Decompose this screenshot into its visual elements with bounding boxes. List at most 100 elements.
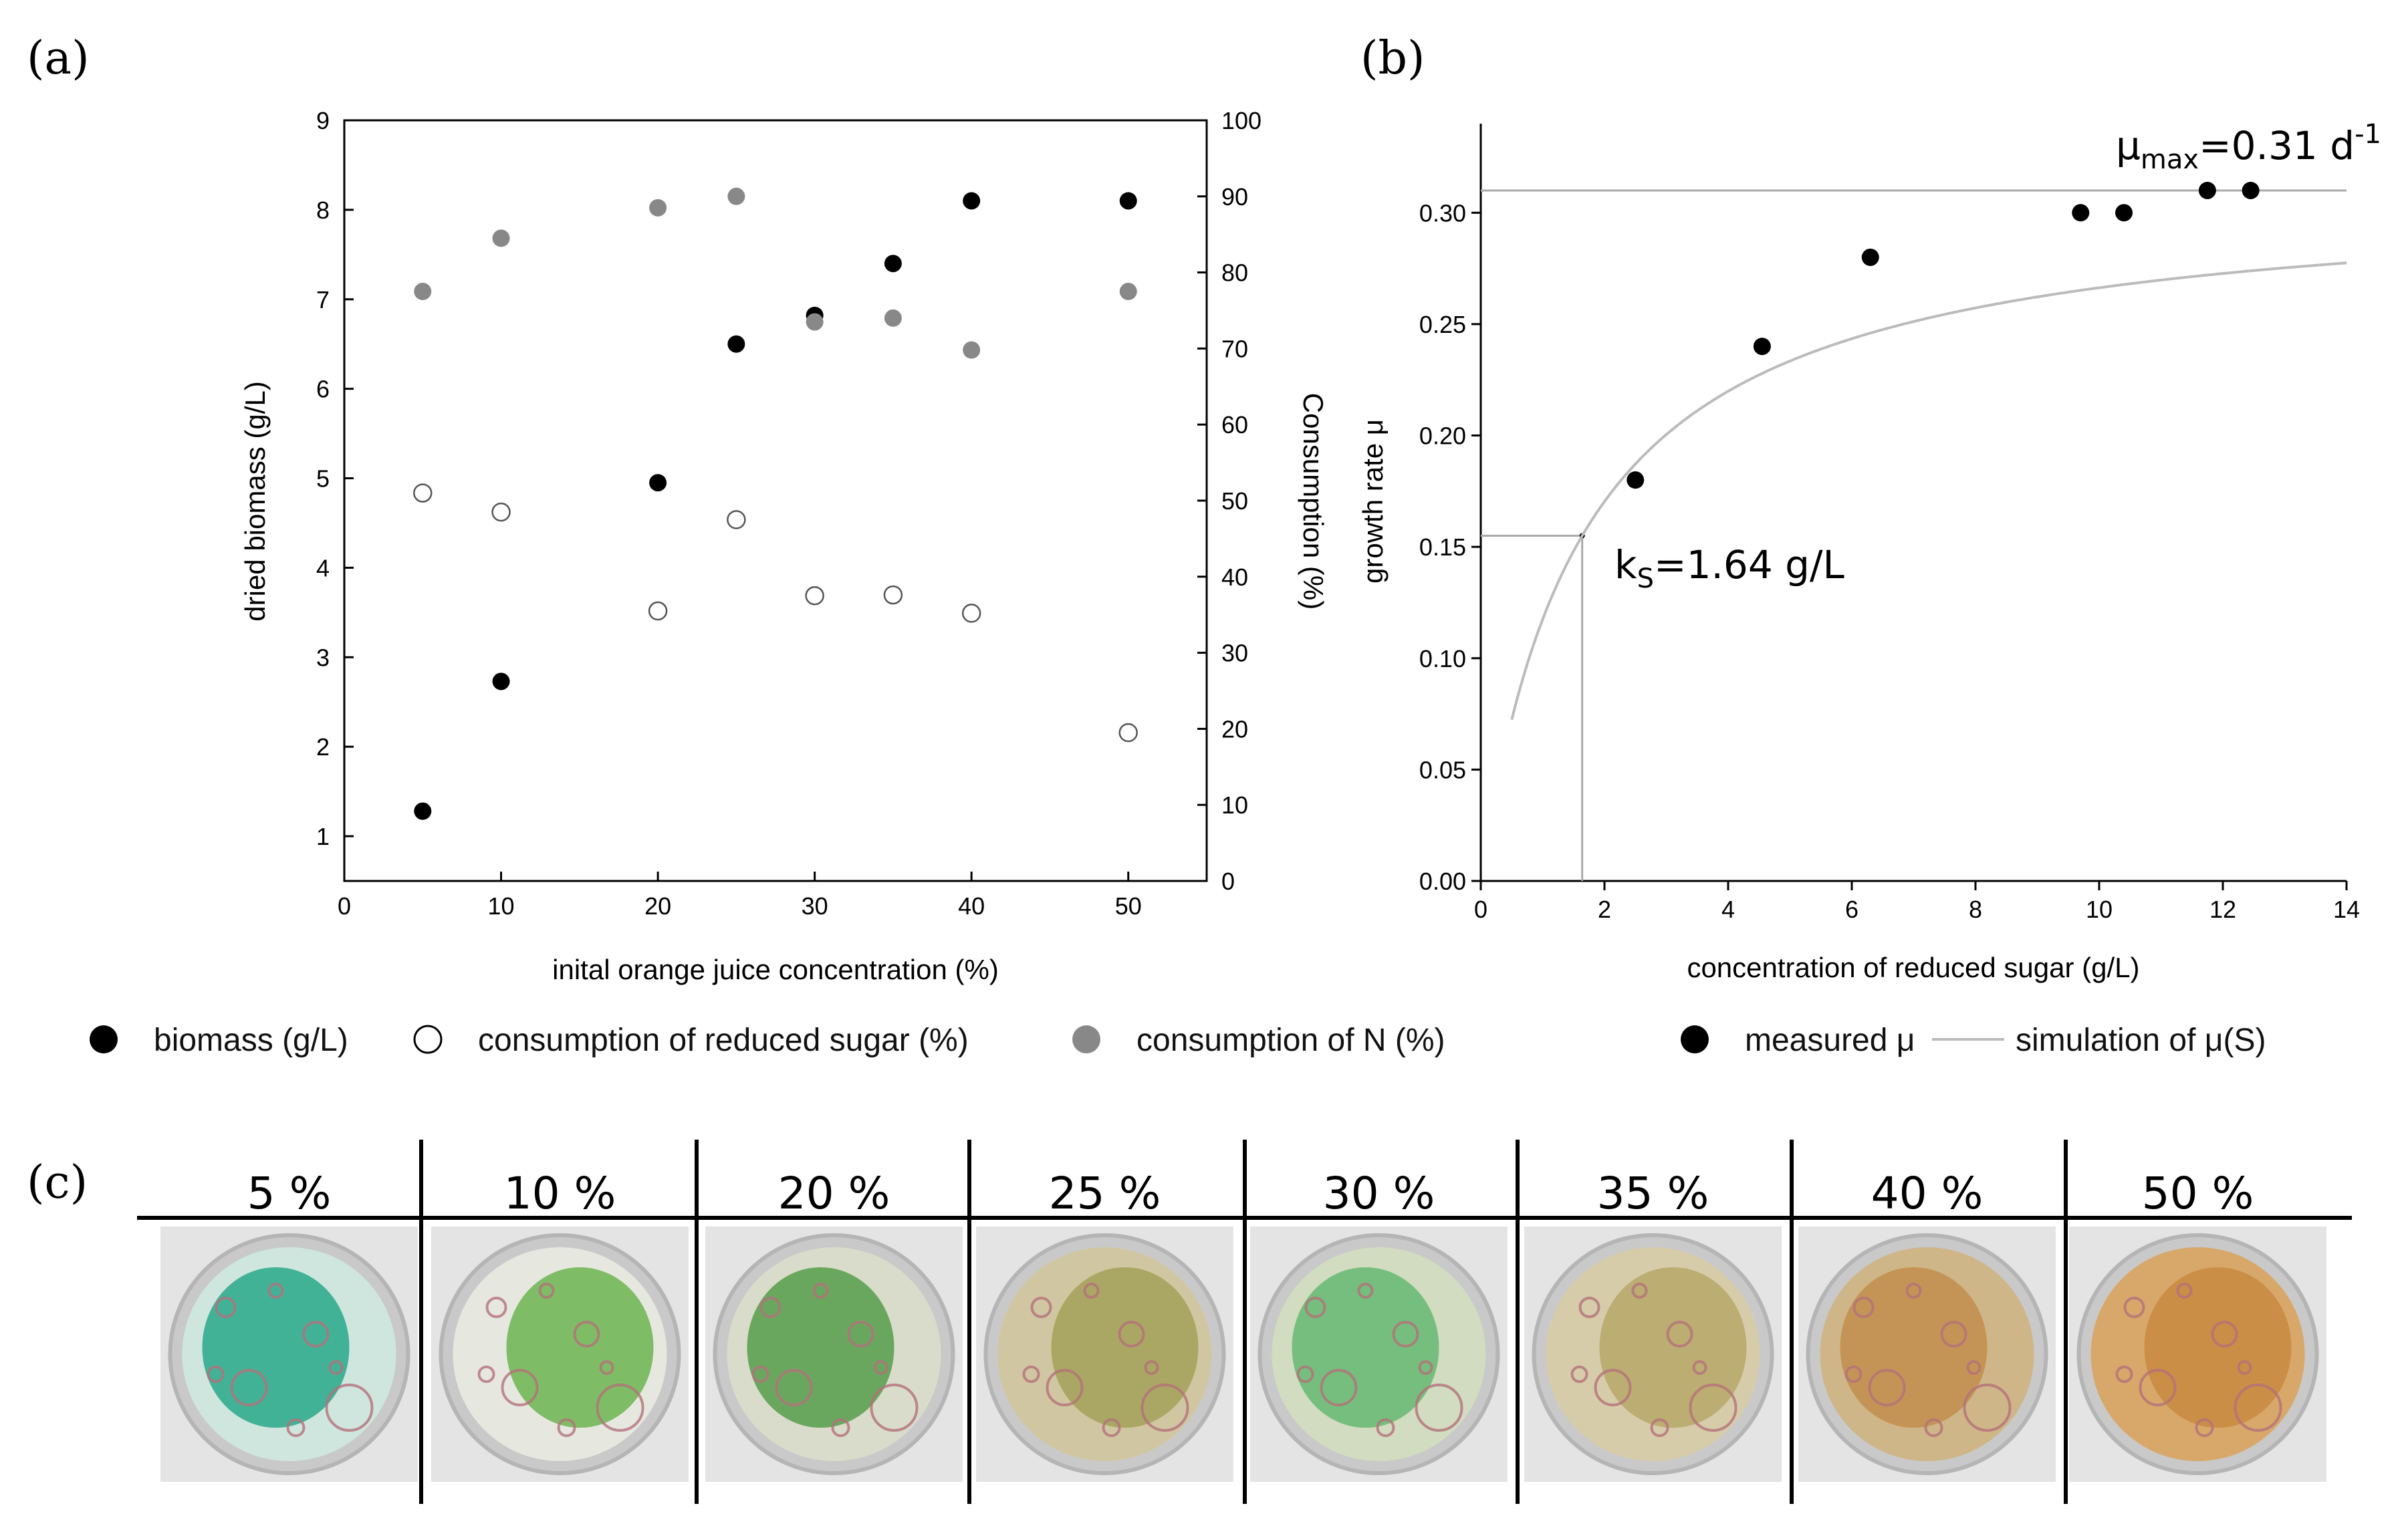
chart-a-y2-tick-label: 60 [1221, 411, 1248, 438]
ks-prefix: k [1614, 542, 1637, 588]
chart-a-reduced-sugar-point [648, 601, 668, 621]
well-bubble [557, 1418, 576, 1437]
well-culture-patch [1599, 1267, 1747, 1428]
well-label: 20 % [778, 1168, 890, 1219]
well-culture-patch [506, 1267, 654, 1428]
chart-a-reduced-sugar-point [1118, 723, 1138, 743]
chart-a-y2-tick-label: 0 [1221, 868, 1235, 895]
well-bubble [501, 1369, 539, 1406]
well-culture-patch [1840, 1267, 1988, 1428]
chart-b-x-axis-title: concentration of reduced sugar (g/L) [1687, 952, 2139, 983]
chart-a-x-tick-label: 30 [802, 892, 828, 920]
chart-b-y-tick-label: 0.25 [1419, 311, 1466, 338]
chart-a-y-tick-label: 8 [316, 197, 330, 224]
well-bubble [485, 1297, 507, 1318]
well-bubble [1030, 1297, 1052, 1318]
chart-a-nitrogen-point [963, 341, 981, 359]
chart-a-biomass-point [414, 802, 432, 820]
well-bubble [775, 1369, 813, 1406]
well-bubble [477, 1366, 495, 1383]
well-bubble [2115, 1366, 2133, 1383]
chart-a-x-tick-label: 20 [644, 892, 671, 920]
chart-b-x-tick-label: 4 [1721, 896, 1735, 923]
well-bubble [215, 1297, 237, 1318]
chart-b: 0 2 4 6 8 10 12 14 0.00 0.05 0.10 0.15 0.20 0.25 0.30… [1357, 119, 2381, 983]
chart-b-measured-point [1861, 248, 1879, 266]
well-bubble [1578, 1297, 1600, 1318]
well-bubble [230, 1369, 268, 1406]
well-culture-patch [1051, 1267, 1199, 1428]
chart-a-nitrogen-point [884, 309, 902, 327]
well-bubble [1868, 1369, 1906, 1406]
chart-a-reduced-sugar-point [491, 502, 511, 522]
chart-a-x-tick-label: 0 [338, 892, 351, 920]
chart-b-measured-point [1627, 471, 1645, 489]
well-bubble [1046, 1369, 1084, 1406]
legend-a-marker-biomass [90, 1025, 118, 1053]
well-bubble [831, 1418, 850, 1437]
mumax-sub: max [2141, 144, 2199, 175]
chart-b-x-tick-label: 10 [2086, 896, 2113, 923]
chart-a-y2-tick-label: 100 [1221, 107, 1262, 134]
well-bubble [1666, 1321, 1693, 1348]
well-bubble [2211, 1321, 2238, 1348]
chart-b-y-tick-label: 0.20 [1419, 422, 1466, 450]
well-bubble [1376, 1418, 1395, 1437]
well-culture-patch [2144, 1267, 2292, 1428]
legend-b-label-simulation: simulation of μ(S) [2016, 1023, 2266, 1058]
chart-b-measured-point [2242, 181, 2260, 199]
well-bubble [325, 1384, 374, 1432]
chart-a-y2-tick-label: 50 [1221, 487, 1248, 515]
well-bubble [1963, 1384, 2012, 1432]
chart-b-x-tick-label: 6 [1845, 896, 1859, 923]
well-bubble [2195, 1418, 2214, 1437]
chart-a-y2-tick-label: 40 [1221, 563, 1248, 591]
chart-a-frame [343, 119, 1208, 882]
chart-a-biomass-point [963, 192, 981, 210]
chart-b-x-tick-label: 14 [2333, 896, 2360, 923]
chart-a-nitrogen-point [727, 187, 745, 205]
chart-b-x-tick-label: 2 [1598, 896, 1611, 923]
well-bubble [1631, 1283, 1648, 1299]
well-label: 25 % [1049, 1168, 1161, 1219]
well-bubble [1905, 1283, 1922, 1299]
chart-a-reduced-sugar-point [805, 586, 824, 606]
well-bubble [847, 1321, 874, 1348]
well-bubble [1852, 1297, 1875, 1318]
well-bubble [1844, 1366, 1863, 1383]
well-bubble [1418, 1360, 1433, 1375]
well-label: 5 % [247, 1168, 332, 1219]
well-label: 35 % [1597, 1168, 1709, 1219]
well-bubble [1022, 1366, 1040, 1383]
legend-b-label-measured: measured μ [1745, 1023, 1915, 1058]
chart-b-y-axis-title: growth rate μ [1357, 419, 1389, 584]
well-bubble [1118, 1321, 1145, 1348]
chart-b-simulation-line [1510, 261, 2347, 721]
chart-b-y-tick-label: 0.10 [1419, 645, 1466, 672]
well-bubble [1966, 1360, 1982, 1375]
chart-a-nitrogen-point [1119, 283, 1137, 301]
legend-a-label-reduced-sugar: consumption of reduced sugar (%) [478, 1023, 969, 1058]
well-bubble [538, 1283, 555, 1299]
legend-a-label-nitrogen: consumption of N (%) [1136, 1023, 1445, 1058]
mumax-sup: -1 [2355, 119, 2381, 150]
legend-b-marker-measured [1681, 1025, 1709, 1053]
well-bubble [751, 1366, 769, 1383]
well-bubble [207, 1366, 225, 1383]
ks-sub: S [1637, 563, 1654, 594]
well-bubble [302, 1321, 330, 1348]
well-label: 10 % [504, 1168, 616, 1219]
well-bubble [599, 1360, 614, 1375]
well-bubble [812, 1283, 829, 1299]
chart-b-y-tick-label: 0.00 [1419, 868, 1466, 895]
chart-a-x-tick-label: 50 [1115, 892, 1142, 920]
well-bubble [1357, 1283, 1374, 1299]
well-label: 50 % [2142, 1168, 2254, 1219]
chart-b-measured-point [2072, 204, 2090, 222]
well-bubble [267, 1283, 284, 1299]
chart-a-y-tick-label: 1 [316, 823, 330, 850]
well-bubble [1924, 1418, 1943, 1437]
chart-a-y-axis-title: dried biomass (g/L) [239, 381, 271, 621]
legend-a-label-biomass: biomass (g/L) [154, 1023, 348, 1058]
well-bubble [2237, 1360, 2252, 1375]
